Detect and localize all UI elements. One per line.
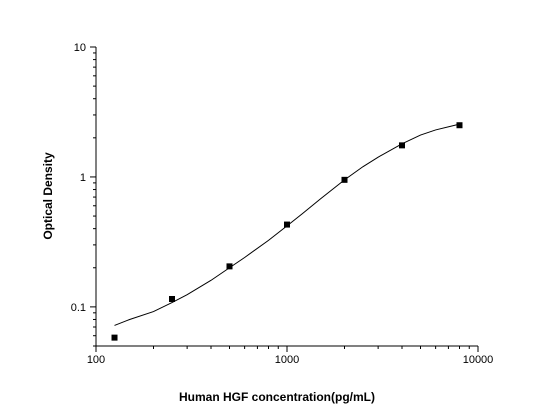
axes: [95, 47, 478, 347]
data-point: [169, 295, 176, 302]
data-point: [226, 263, 233, 270]
data-point: [341, 176, 348, 183]
x-tick-label: 100: [87, 354, 105, 366]
ticks: 100 1000 10000 0.1 1 10: [71, 42, 494, 366]
y-tick-label: 0.1: [71, 302, 86, 314]
x-tick-label: 1000: [275, 354, 299, 366]
y-axis-title: Optical Density: [41, 152, 55, 240]
data-point: [111, 334, 118, 341]
y-tick-label: 10: [74, 42, 86, 54]
data-point: [284, 221, 290, 228]
y-tick-label: 1: [80, 172, 86, 184]
x-tick-label: 10000: [463, 354, 494, 366]
data-point: [456, 122, 463, 129]
x-axis-title: Human HGF concentration(pg/mL): [179, 390, 375, 404]
data-point: [398, 142, 405, 149]
data-points-layer: [111, 122, 463, 341]
